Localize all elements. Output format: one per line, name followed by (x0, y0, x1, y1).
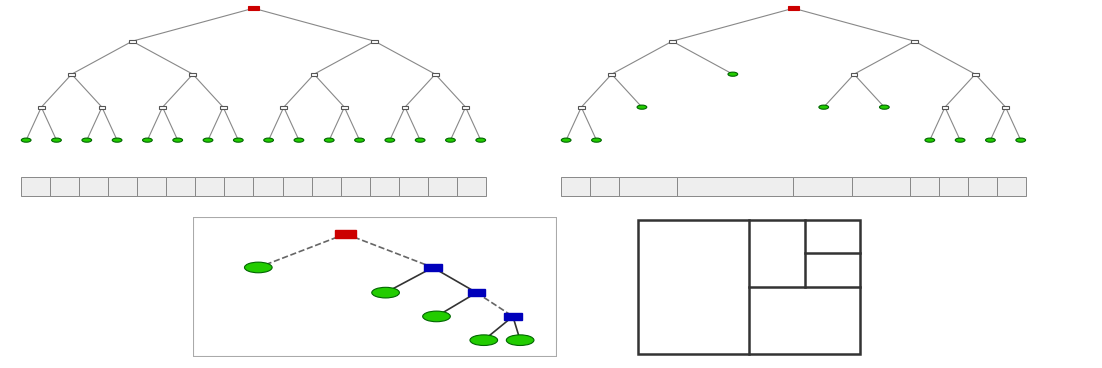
Circle shape (173, 138, 183, 142)
Bar (793, 177, 852, 196)
Bar (50, 177, 79, 196)
Bar (108, 177, 137, 196)
Circle shape (294, 138, 304, 142)
Circle shape (52, 138, 62, 142)
FancyBboxPatch shape (98, 106, 106, 109)
FancyBboxPatch shape (972, 73, 979, 76)
Circle shape (592, 138, 602, 142)
FancyBboxPatch shape (219, 106, 227, 109)
Circle shape (371, 287, 399, 298)
FancyBboxPatch shape (669, 40, 676, 43)
Circle shape (506, 335, 534, 346)
Circle shape (476, 138, 486, 142)
FancyBboxPatch shape (577, 106, 585, 109)
FancyBboxPatch shape (341, 106, 348, 109)
FancyBboxPatch shape (159, 106, 166, 109)
Bar (166, 177, 195, 196)
Bar (457, 177, 486, 196)
Bar (399, 177, 428, 196)
FancyBboxPatch shape (467, 289, 485, 296)
Circle shape (445, 138, 455, 142)
Circle shape (925, 138, 934, 142)
FancyBboxPatch shape (129, 40, 136, 43)
FancyBboxPatch shape (311, 73, 317, 76)
Circle shape (82, 138, 91, 142)
FancyBboxPatch shape (335, 230, 356, 238)
Bar (253, 177, 282, 196)
Bar (852, 177, 910, 196)
Bar (370, 177, 399, 196)
FancyBboxPatch shape (68, 73, 75, 76)
Circle shape (415, 138, 425, 142)
FancyBboxPatch shape (504, 313, 521, 320)
FancyBboxPatch shape (432, 73, 439, 76)
Bar (619, 177, 677, 196)
FancyBboxPatch shape (424, 264, 442, 271)
FancyBboxPatch shape (851, 73, 857, 76)
FancyBboxPatch shape (190, 73, 196, 76)
Bar (79, 177, 108, 196)
Bar (590, 177, 619, 196)
Circle shape (203, 138, 213, 142)
Circle shape (561, 138, 571, 142)
Bar (910, 177, 939, 196)
Bar (282, 177, 312, 196)
Bar (341, 177, 370, 196)
Bar (21, 177, 50, 196)
FancyBboxPatch shape (280, 106, 288, 109)
Bar (968, 177, 997, 196)
Circle shape (21, 138, 31, 142)
Bar (225, 177, 253, 196)
Circle shape (324, 138, 334, 142)
FancyBboxPatch shape (788, 6, 799, 10)
FancyBboxPatch shape (462, 106, 469, 109)
FancyBboxPatch shape (608, 73, 615, 76)
Circle shape (469, 335, 498, 346)
Bar (939, 177, 968, 196)
Bar (195, 177, 225, 196)
Bar (561, 177, 590, 196)
Circle shape (263, 138, 273, 142)
FancyBboxPatch shape (911, 40, 918, 43)
Circle shape (819, 105, 829, 109)
FancyBboxPatch shape (371, 40, 378, 43)
Circle shape (728, 72, 737, 76)
Circle shape (112, 138, 122, 142)
Bar (677, 177, 793, 196)
Circle shape (985, 138, 995, 142)
Circle shape (245, 262, 272, 273)
Circle shape (1016, 138, 1026, 142)
Circle shape (637, 105, 647, 109)
FancyBboxPatch shape (248, 6, 259, 10)
FancyBboxPatch shape (37, 106, 45, 109)
Circle shape (142, 138, 152, 142)
Bar (312, 177, 341, 196)
Bar (137, 177, 166, 196)
Circle shape (879, 105, 889, 109)
Circle shape (355, 138, 365, 142)
Bar (997, 177, 1026, 196)
Circle shape (955, 138, 965, 142)
FancyBboxPatch shape (401, 106, 409, 109)
Circle shape (234, 138, 244, 142)
Circle shape (423, 311, 451, 322)
Bar (428, 177, 457, 196)
Circle shape (385, 138, 395, 142)
FancyBboxPatch shape (1002, 106, 1009, 109)
FancyBboxPatch shape (941, 106, 949, 109)
